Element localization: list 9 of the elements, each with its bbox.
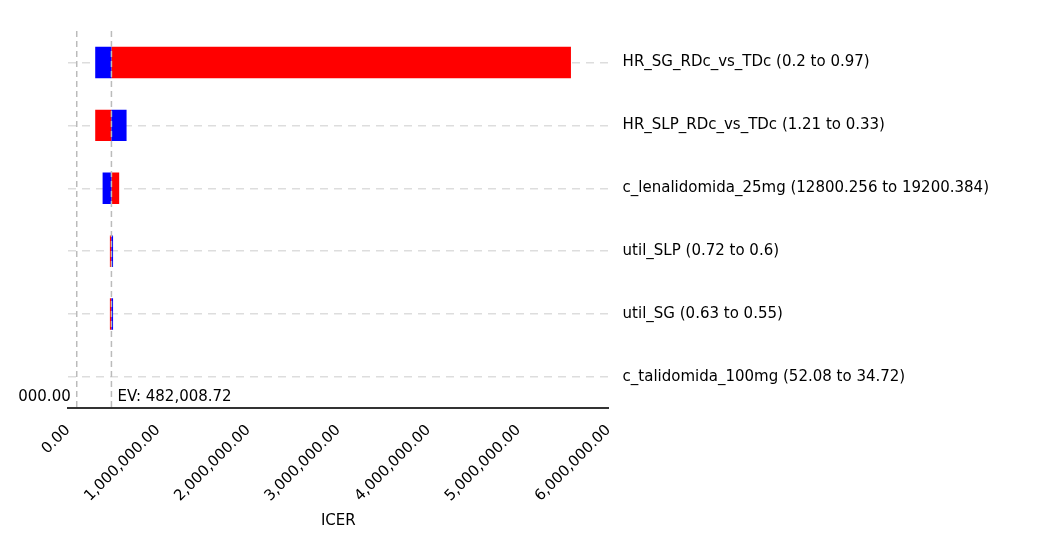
- x-axis-title: ICER: [320, 510, 356, 529]
- ref-line-label: EV: 482,008.72: [117, 386, 232, 405]
- y-tick-label: c_lenalidomida_25mg (12800.256 to 19200.384): [622, 178, 989, 198]
- y-tick-label: util_SG (0.63 to 0.55): [622, 303, 783, 323]
- y-tick-label: util_SLP (0.72 to 0.6): [622, 241, 780, 261]
- y-tick-label: HR_SLP_RDc_vs_TDc (1.21 to 0.33): [622, 115, 885, 135]
- y-tick-label: HR_SG_RDc_vs_TDc (0.2 to 0.97): [622, 52, 870, 72]
- y-tick-label: c_talidomida_100mg (52.08 to 34.72): [622, 366, 906, 386]
- annotation: 000.00: [18, 386, 71, 405]
